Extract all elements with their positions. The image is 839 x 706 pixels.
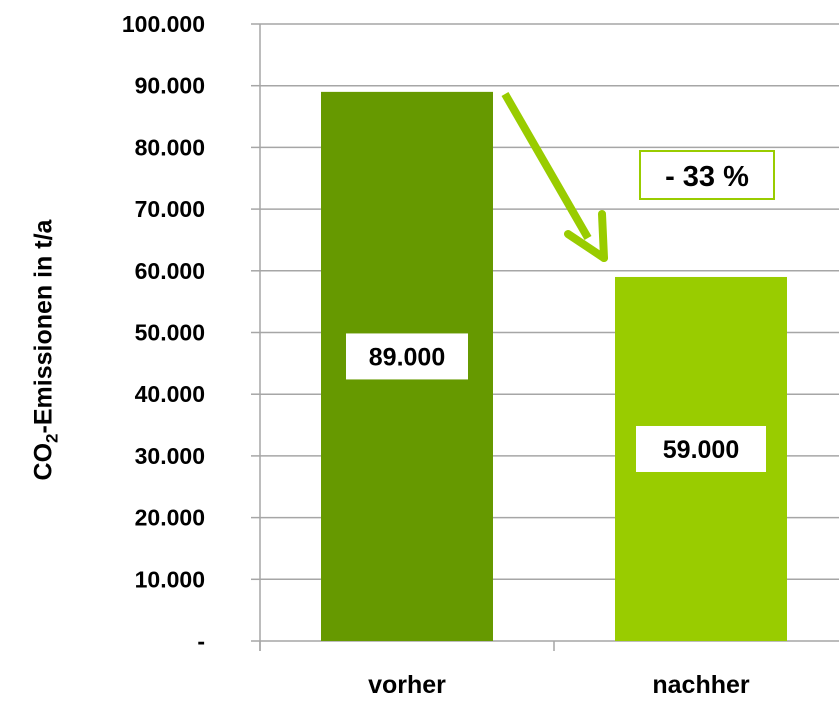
data-label: 89.000 xyxy=(369,343,445,371)
annotation-text: - 33 % xyxy=(665,161,749,193)
x-tick-label: vorher xyxy=(368,671,446,699)
y-tick-label: 50.000 xyxy=(135,320,205,346)
y-tick-label: 10.000 xyxy=(135,566,205,592)
y-tick-label: 80.000 xyxy=(135,134,205,160)
data-label-box xyxy=(636,425,766,472)
data-label: 59.000 xyxy=(663,436,739,464)
y-tick-label: 20.000 xyxy=(135,505,205,531)
y-tick-label: 30.000 xyxy=(135,443,205,469)
data-label-box xyxy=(346,333,468,380)
annotation-box xyxy=(639,150,775,200)
annotation-arrowhead-left xyxy=(564,230,608,262)
y-tick-label: - xyxy=(197,628,205,654)
x-tick-label: nachher xyxy=(652,671,750,699)
annotation-arrowhead-right xyxy=(598,210,608,262)
y-tick-label: 60.000 xyxy=(135,258,205,284)
y-axis-label: CO2-Emissionen in t/a xyxy=(29,219,62,481)
y-tick-label: 90.000 xyxy=(135,73,205,99)
y-tick-label: 70.000 xyxy=(135,196,205,222)
y-tick-label: 100.000 xyxy=(122,11,205,37)
y-tick-label: 40.000 xyxy=(135,381,205,407)
annotation-arrow xyxy=(501,92,592,240)
